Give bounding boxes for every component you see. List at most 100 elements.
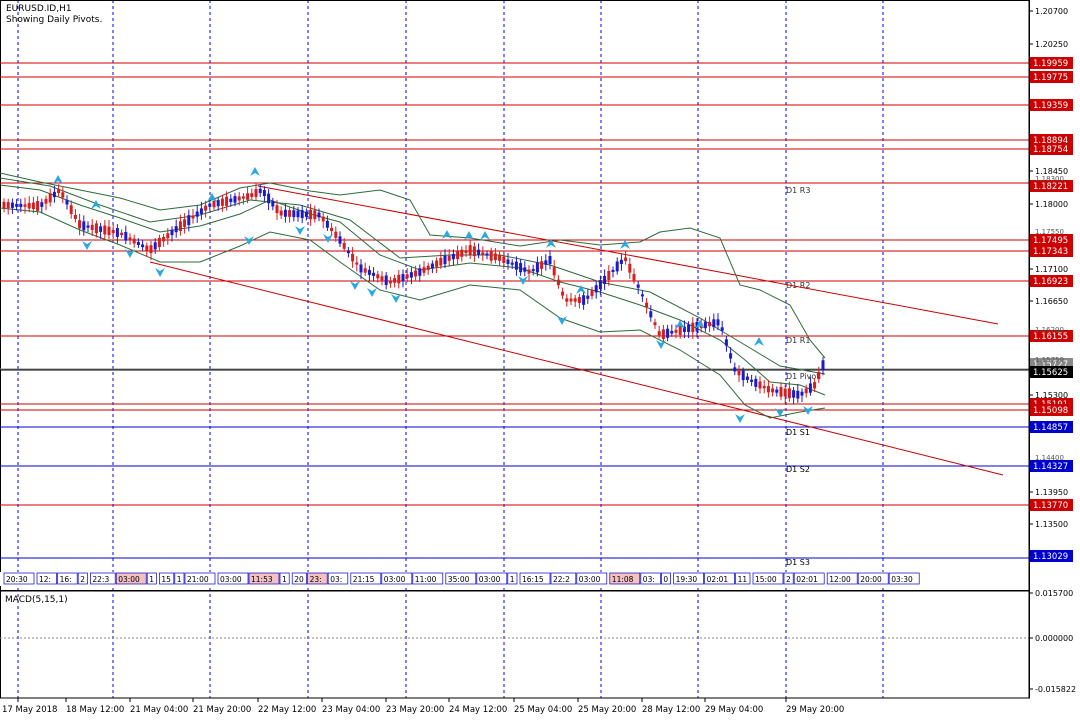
price-label: 1.17495: [1033, 236, 1068, 246]
time-label-box: [350, 572, 382, 585]
candle-body: [414, 270, 418, 277]
fractal-arrow: [53, 175, 63, 184]
time-label: 35:00: [448, 575, 470, 584]
price-label: 1.18221: [1033, 182, 1068, 192]
candle-body: [363, 268, 367, 273]
candle-body: [523, 267, 527, 272]
candle-body: [619, 259, 623, 265]
candle-body: [178, 221, 182, 232]
time-label-box: [159, 572, 175, 585]
candle-body: [195, 211, 199, 217]
candle-body: [6, 202, 10, 209]
price-label: 1.19959: [1033, 59, 1068, 69]
time-label: 19:30: [676, 575, 698, 584]
time-label-box: [609, 572, 641, 585]
candle-body: [241, 196, 245, 199]
candle-body: [548, 256, 552, 264]
time-label-box: [184, 572, 216, 585]
candle-body: [556, 279, 560, 286]
candle-body: [111, 230, 115, 234]
candle-body: [183, 219, 187, 227]
candle-body: [149, 245, 153, 254]
candle-body: [401, 273, 405, 282]
candle-body: [535, 262, 539, 273]
time-label: 1: [177, 575, 182, 584]
date-label: 29 May 04:00: [705, 705, 763, 715]
candle-body: [750, 379, 754, 382]
candle-body: [52, 191, 56, 198]
candle-body: [800, 391, 804, 396]
candle-body: [624, 257, 628, 262]
candle-body: [191, 215, 195, 219]
fractal-arrow: [656, 340, 666, 349]
price-label-box: [1030, 180, 1073, 192]
candle-body: [729, 353, 733, 359]
fractal-arrow: [207, 193, 217, 202]
candle-body: [300, 210, 304, 219]
date-label: 23 May 04:00: [322, 705, 380, 715]
candle-body: [762, 385, 766, 389]
time-label: 03:00: [384, 575, 406, 584]
candle-body: [296, 210, 300, 218]
price-label: 1.18894: [1033, 136, 1068, 146]
candle-body: [808, 383, 812, 393]
time-label: 03:00: [118, 575, 140, 584]
time-label-box: [146, 572, 157, 585]
time-label: 20:30: [6, 575, 28, 584]
candle-body: [225, 196, 229, 206]
time-label: 11: [738, 575, 748, 584]
candle-body: [510, 262, 514, 265]
date-label: 23 May 20:00: [386, 705, 444, 715]
candle-body: [565, 298, 569, 302]
candle-body: [115, 228, 119, 237]
fractal-arrow: [557, 316, 567, 325]
time-label-box: [793, 572, 825, 585]
time-label: 11:53: [251, 575, 273, 584]
candle-body: [540, 261, 544, 269]
candle-body: [447, 255, 451, 261]
time-label: 20: [294, 575, 304, 584]
macd-axis-label: -0.015822: [1035, 685, 1076, 694]
candle-body: [405, 274, 409, 279]
candle-body: [611, 269, 615, 272]
candle-body: [86, 225, 90, 228]
price-label-box: [1030, 57, 1073, 69]
price-label-box: [1030, 421, 1073, 433]
candle-body: [813, 382, 817, 389]
candle-body: [120, 232, 124, 236]
price-label-box: [1030, 234, 1073, 246]
candle-body: [170, 229, 174, 236]
candle-body: [61, 192, 65, 198]
candle-body: [330, 227, 334, 232]
candle-body: [519, 263, 523, 273]
time-label-box: [90, 572, 116, 585]
time-label: 11:08: [612, 575, 634, 584]
candle-body: [250, 193, 254, 197]
candle-body: [426, 265, 430, 271]
time-label-box: [888, 572, 920, 585]
candle-body: [27, 202, 31, 209]
candle-body: [775, 389, 779, 393]
time-label-box: [857, 572, 889, 585]
price-tick-label: 1.17550: [1035, 228, 1064, 236]
indicator-caption: Showing Daily Pivots.: [6, 15, 103, 25]
price-label: 1.15098: [1033, 406, 1068, 416]
price-label: 1.16155: [1033, 332, 1068, 342]
time-label-box: [735, 572, 751, 585]
candle-body: [229, 198, 233, 203]
candle-body: [10, 202, 14, 208]
candle-body: [325, 220, 329, 228]
candle-body: [288, 210, 292, 217]
candle-body: [724, 339, 728, 346]
candle-body: [649, 311, 653, 318]
time-label-box: [291, 572, 307, 585]
time-label-box: [248, 572, 280, 585]
candle-body: [82, 221, 86, 231]
macd-axis-label: 0.015700: [1035, 589, 1073, 598]
candle-body: [254, 189, 258, 197]
candle-body: [279, 210, 283, 216]
candle-body: [376, 274, 380, 279]
candle-body: [31, 202, 35, 210]
